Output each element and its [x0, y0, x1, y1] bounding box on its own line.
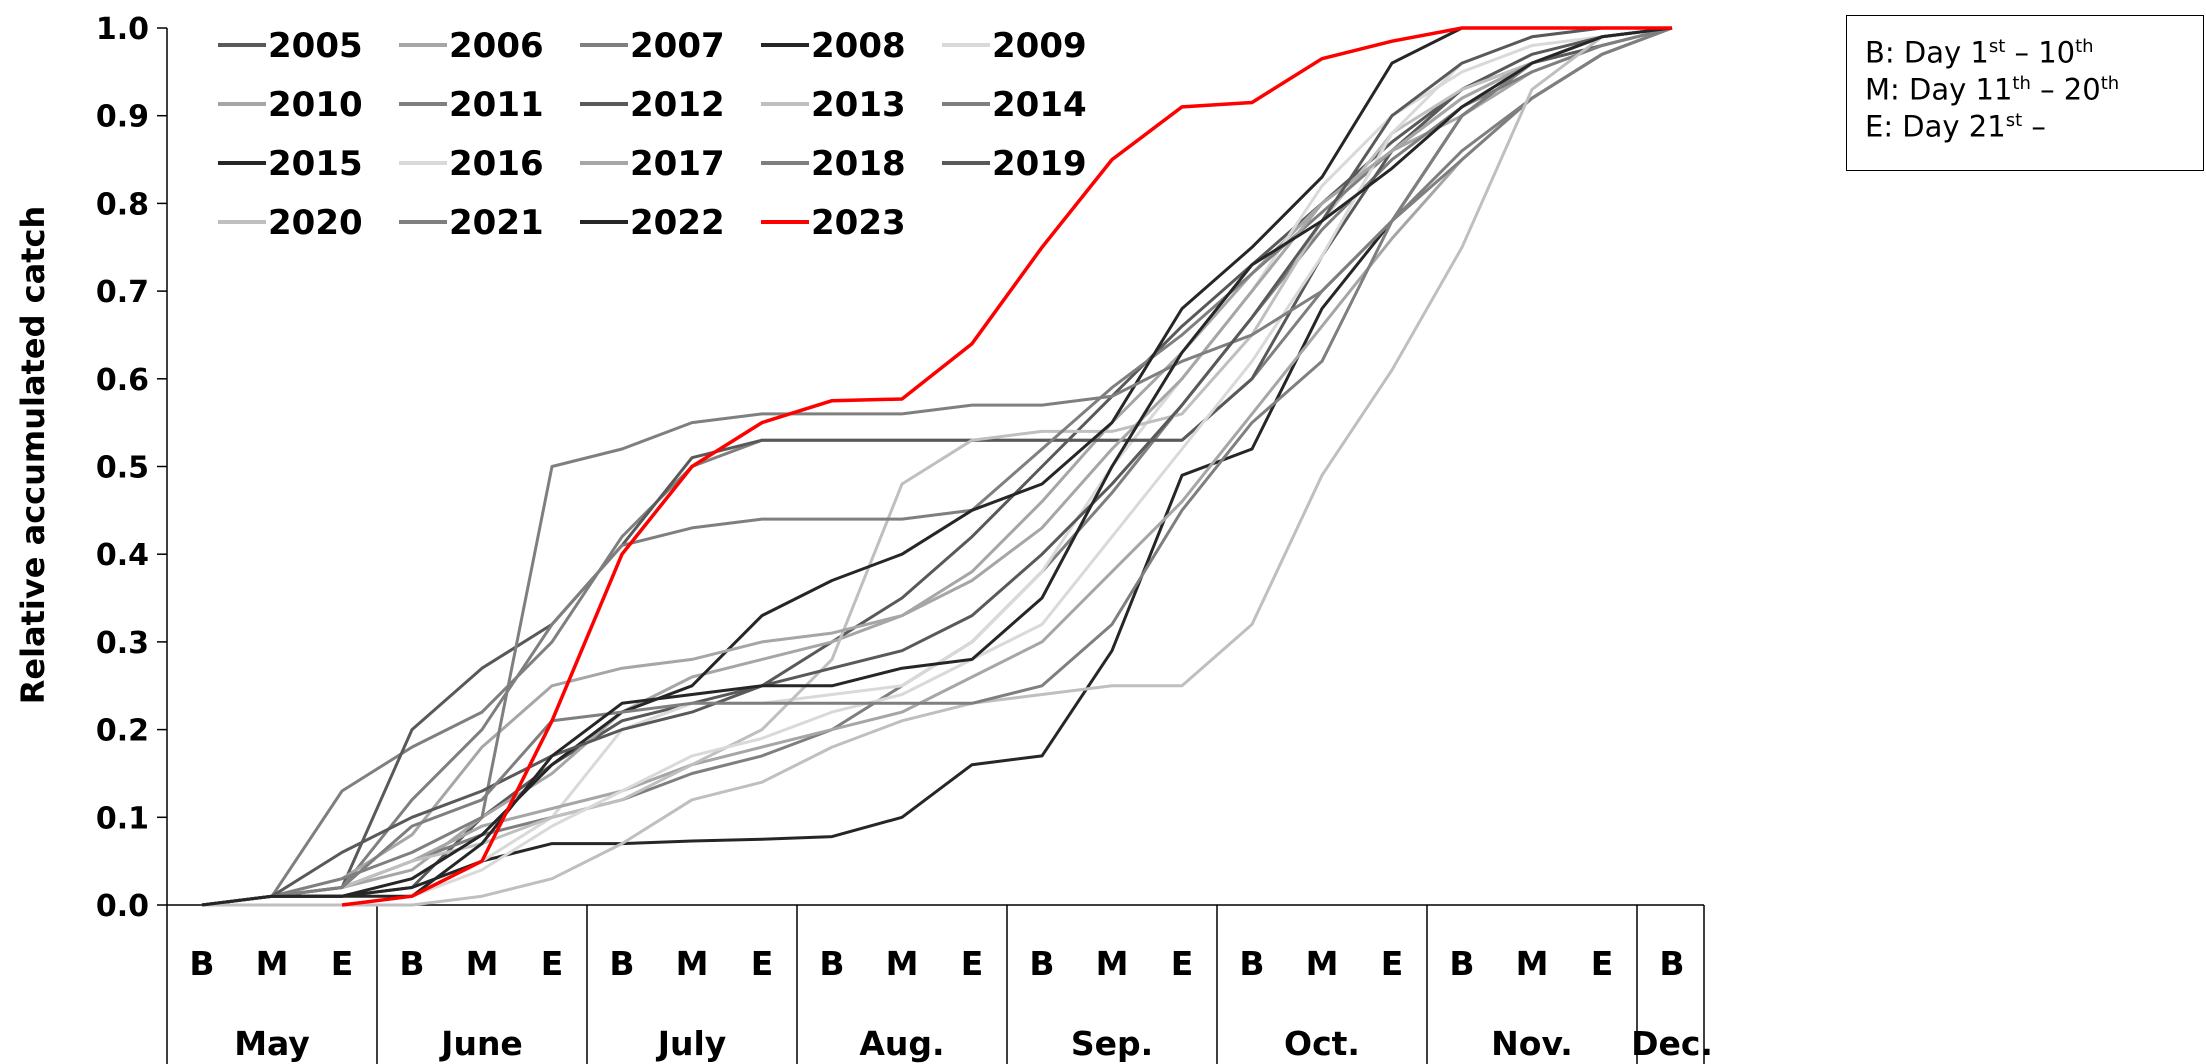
x-period-label: M — [466, 944, 499, 983]
y-tick-label: 0.4 — [96, 538, 149, 573]
y-tick-label: 0.3 — [96, 626, 149, 661]
period-legend-sup: st — [1988, 36, 2006, 57]
x-period-label: E — [1381, 944, 1404, 983]
x-period-label: M — [1306, 944, 1339, 983]
x-period-label: B — [1659, 944, 1684, 983]
period-legend-text: B: Day 1 — [1865, 35, 1989, 70]
series-line-2022 — [201, 26, 1673, 907]
legend-label: 2013 — [811, 85, 906, 125]
legend-label: 2008 — [811, 26, 906, 66]
x-month-label: July — [656, 1024, 727, 1063]
legend-label: 2015 — [268, 144, 363, 184]
period-legend-box: B: Day 1st – 10th M: Day 11th – 20th E: … — [1846, 15, 2204, 171]
x-period-label: B — [399, 944, 424, 983]
x-period-label: E — [1591, 944, 1614, 983]
legend-label: 2005 — [268, 26, 363, 66]
y-tick-label: 0.6 — [96, 363, 149, 398]
y-axis-label: Relative accumulated catch — [14, 206, 52, 705]
x-month-label: May — [234, 1024, 310, 1063]
x-period-label: B — [609, 944, 634, 983]
x-period-label: B — [1239, 944, 1264, 983]
y-tick-label: 0.8 — [96, 187, 149, 222]
legend-label: 2011 — [449, 85, 544, 125]
x-month-label: June — [439, 1024, 523, 1063]
y-tick-label: 0.5 — [96, 451, 149, 486]
legend: 2005 2006 2007 2008 2009 2010 2011 2012 2013 2014… — [218, 26, 1087, 243]
series-line-2021 — [201, 26, 1673, 907]
legend-label: 2009 — [992, 26, 1087, 66]
x-month-label: Sep. — [1071, 1024, 1153, 1063]
period-legend-line: M: Day 11th – 20th — [1865, 65, 2203, 107]
y-tick-label: 0.9 — [96, 100, 149, 135]
x-month-label: Dec. — [1631, 1024, 1713, 1063]
period-legend-line: E: Day 21st – — [1865, 102, 2203, 144]
legend-label: 2016 — [449, 144, 544, 184]
x-period-label: M — [256, 944, 289, 983]
x-period-label: E — [331, 944, 354, 983]
period-legend-sup: th — [2075, 36, 2094, 57]
series-line-2018 — [201, 26, 1673, 907]
legend-label: 2020 — [268, 203, 363, 243]
series-line-2016 — [202, 26, 1672, 907]
x-period-label: B — [1449, 944, 1474, 983]
legend-label: 2006 — [449, 26, 544, 66]
x-period-label: E — [751, 944, 774, 983]
legend-label: 2018 — [811, 144, 906, 184]
period-legend-text: E: Day 21 — [1865, 109, 2006, 144]
period-legend-sup: th — [2012, 73, 2031, 94]
period-legend-text: M: Day 11 — [1865, 72, 2013, 107]
legend-label: 2019 — [992, 144, 1087, 184]
x-period-label: B — [1029, 944, 1054, 983]
y-tick-label: 0.1 — [96, 801, 149, 836]
legend-label: 2010 — [268, 85, 363, 125]
x-period-label: B — [189, 944, 214, 983]
series-line-2013 — [201, 26, 1673, 907]
y-tick-label: 0.2 — [96, 714, 149, 749]
x-period-label: E — [1171, 944, 1194, 983]
x-month-label: Aug. — [859, 1024, 944, 1063]
series-line-2019 — [201, 26, 1672, 907]
legend-label: 2014 — [992, 85, 1087, 125]
x-month-label: Nov. — [1491, 1024, 1573, 1063]
period-legend-line: B: Day 1st – 10th — [1865, 28, 2203, 70]
legend-label: 2017 — [630, 144, 725, 184]
x-period-label: E — [541, 944, 564, 983]
series-line-2023 — [341, 26, 1672, 907]
series-lines — [201, 26, 1673, 907]
series-line-2010 — [201, 26, 1673, 907]
series-line-2012 — [201, 26, 1673, 907]
series-line-2015 — [201, 26, 1672, 907]
x-period-label: E — [961, 944, 984, 983]
legend-label: 2022 — [630, 203, 725, 243]
legend-label: 2007 — [630, 26, 725, 66]
series-line-2020 — [202, 26, 1673, 907]
x-period-label: M — [676, 944, 709, 983]
x-period-label: M — [1096, 944, 1129, 983]
y-tick-label: 0.7 — [96, 275, 149, 310]
x-period-label: M — [1516, 944, 1549, 983]
period-legend-text: – 10 — [2005, 35, 2076, 70]
legend-label: 2021 — [449, 203, 544, 243]
period-legend-sup: th — [2100, 73, 2120, 94]
y-tick-label: 1.0 — [96, 12, 149, 47]
series-line-2017 — [201, 26, 1673, 907]
y-tick-label: 0.0 — [96, 889, 149, 924]
x-period-label: M — [886, 944, 919, 983]
series-line-2011 — [201, 26, 1673, 907]
legend-label: 2023 — [811, 203, 906, 243]
period-legend-text: – — [2022, 109, 2046, 144]
period-legend-text: – 20 — [2030, 72, 2101, 107]
axes: 0.0 0.1 0.2 0.3 0.4 0.5 0.6 0.7 0.8 0.9 1.0 B M E B M E B… — [96, 12, 1713, 1064]
x-period-label: B — [819, 944, 844, 983]
legend-label: 2012 — [630, 85, 725, 125]
x-month-label: Oct. — [1284, 1024, 1360, 1063]
period-legend-sup: st — [2005, 110, 2023, 131]
